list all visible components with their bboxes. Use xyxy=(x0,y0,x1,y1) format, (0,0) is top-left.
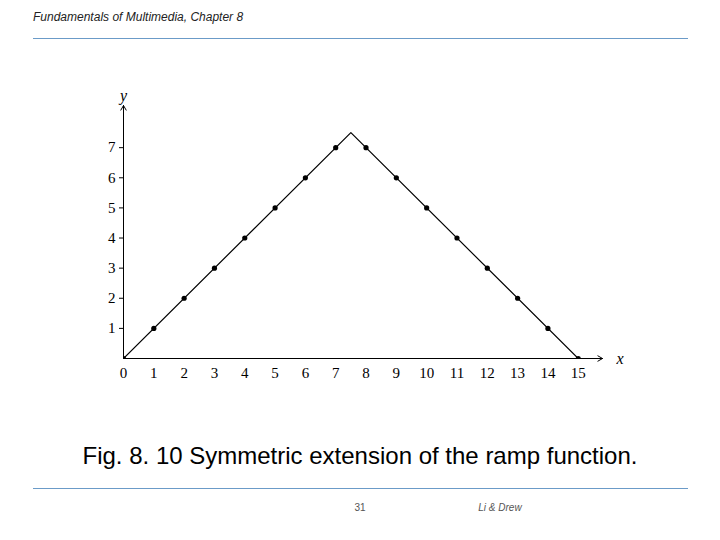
svg-text:9: 9 xyxy=(393,365,401,381)
svg-text:5: 5 xyxy=(108,200,116,216)
svg-text:y: y xyxy=(118,87,128,105)
svg-text:3: 3 xyxy=(211,365,219,381)
html-text:Fig. 8. 10 Symmetric extension: Fig. 8. 10 Symmetric extension of the ra… xyxy=(82,442,638,469)
html-text:31: 31 xyxy=(354,502,366,513)
svg-text:5: 5 xyxy=(271,365,279,381)
svg-text:6: 6 xyxy=(302,365,310,381)
svg-text:12: 12 xyxy=(480,365,495,381)
svg-text:7: 7 xyxy=(332,365,340,381)
svg-text:13: 13 xyxy=(510,365,525,381)
svg-text:2: 2 xyxy=(180,365,188,381)
svg-text:14: 14 xyxy=(540,365,556,381)
svg-text:4: 4 xyxy=(108,230,116,246)
svg-text:15: 15 xyxy=(571,365,586,381)
svg-text:6: 6 xyxy=(108,170,116,186)
svg-text:0: 0 xyxy=(120,365,128,381)
svg-text:8: 8 xyxy=(362,365,370,381)
svg-text:3: 3 xyxy=(108,260,116,276)
svg-text:1: 1 xyxy=(150,365,158,381)
svg-text:7: 7 xyxy=(108,139,116,155)
svg-text:1: 1 xyxy=(108,320,116,336)
svg-text:x: x xyxy=(616,350,624,367)
svg-text:10: 10 xyxy=(419,365,434,381)
svg-text:4: 4 xyxy=(241,365,249,381)
svg-text:2: 2 xyxy=(108,290,116,306)
html-text:Fundamentals of Multimedia, Ch: Fundamentals of Multimedia, Chapter 8 xyxy=(33,10,244,24)
html-text:Li & Drew: Li & Drew xyxy=(478,502,522,513)
svg-text:11: 11 xyxy=(450,365,464,381)
